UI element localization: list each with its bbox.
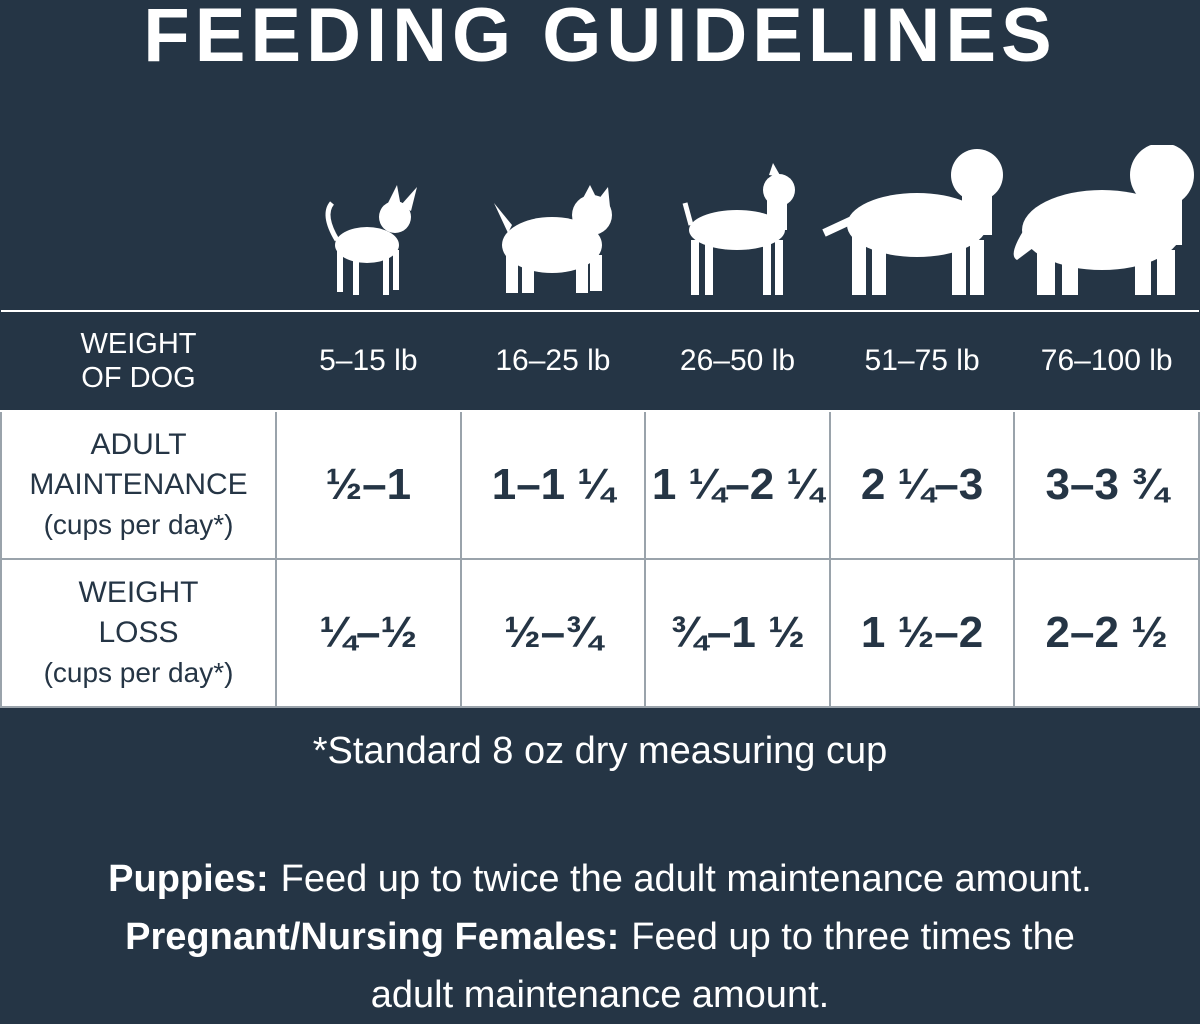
column-header: 5–15 lb bbox=[276, 310, 461, 412]
column-header: 16–25 lb bbox=[460, 310, 646, 412]
column-header: 51–75 lb bbox=[829, 310, 1015, 412]
label-line: ADULT bbox=[90, 428, 187, 461]
title: FEEDING GUIDELINES bbox=[143, 0, 1057, 78]
dog-silhouettes bbox=[325, 145, 1194, 295]
column-header: 76–100 lb bbox=[1014, 310, 1199, 412]
header-label: WEIGHT OF DOG bbox=[1, 310, 276, 412]
amount: ¼–½ bbox=[275, 558, 462, 708]
note-text: Feed up to twice the adult maintenance a… bbox=[280, 858, 1092, 900]
label-line: OF DOG bbox=[81, 362, 196, 394]
label-line: MAINTENANCE bbox=[29, 468, 248, 501]
note-label: Puppies: bbox=[108, 858, 269, 900]
header-row: WEIGHT OF DOG 5–15 lb 16–25 lb 26–50 lb 51–7… bbox=[1, 310, 1199, 412]
note: Pregnant/Nursing Females: Feed up to thre… bbox=[80, 908, 1120, 1024]
amount: 1 ¼–2 ¼ bbox=[644, 410, 831, 560]
label-line: LOSS bbox=[98, 616, 179, 649]
amount: ¾–1 ½ bbox=[644, 558, 831, 708]
row-label: WEIGHT LOSS (cups per day*) bbox=[0, 558, 277, 708]
amount: 2–2 ½ bbox=[1013, 558, 1200, 708]
note: Puppies: Feed up to twice the adult maint… bbox=[80, 850, 1120, 908]
amount: 3–3 ¾ bbox=[1013, 410, 1200, 560]
label-line: WEIGHT bbox=[80, 328, 197, 360]
amount: 2 ¼–3 bbox=[828, 410, 1016, 560]
feeding-table: WEIGHT OF DOG 5–15 lb 16–25 lb 26–50 lb 51–7… bbox=[0, 310, 1200, 708]
notes: Puppies: Feed up to twice the adult maint… bbox=[80, 850, 1120, 1024]
column-header: 26–50 lb bbox=[645, 310, 830, 412]
footnote: *Standard 8 oz dry measuring cup bbox=[312, 730, 888, 772]
amount: ½–1 bbox=[275, 410, 462, 560]
unit: (cups per day*) bbox=[43, 657, 234, 688]
amount: ½–¾ bbox=[459, 558, 647, 708]
amount: 1–1 ¼ bbox=[459, 410, 647, 560]
row-label: ADULT MAINTENANCE (cups per day*) bbox=[0, 410, 277, 560]
amount: 1 ½–2 bbox=[828, 558, 1016, 708]
note-label: Pregnant/Nursing Females: bbox=[125, 916, 620, 958]
label-line: WEIGHT bbox=[78, 576, 199, 609]
unit: (cups per day*) bbox=[43, 509, 234, 540]
note-text: Feed up to three times the adult mainten… bbox=[370, 916, 1075, 1016]
